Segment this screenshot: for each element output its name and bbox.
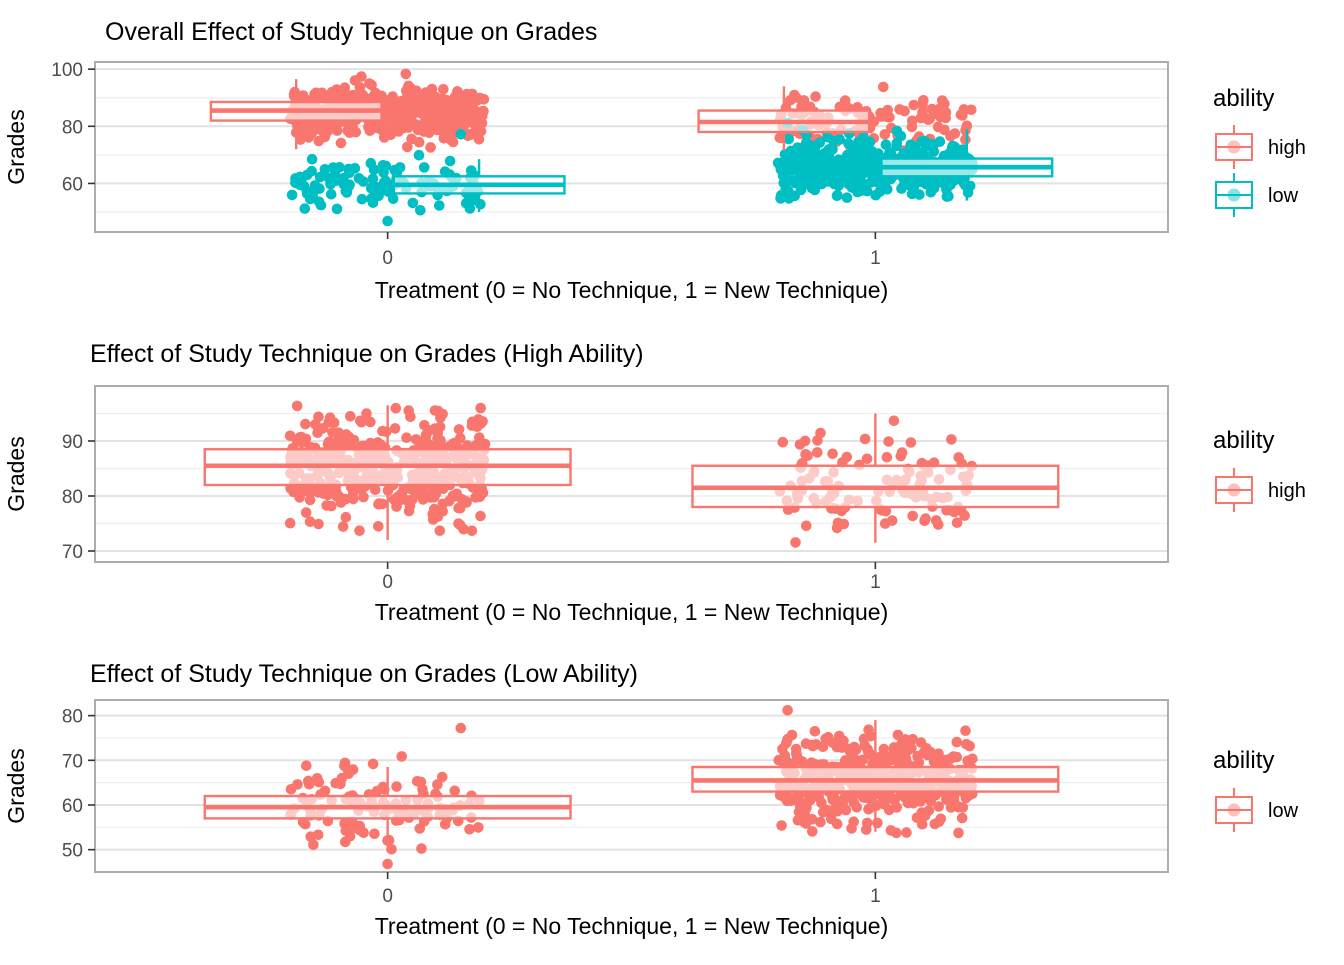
y-tick-label: 50 [62,841,83,862]
panel-2-y-axis-title: Grades [3,436,29,511]
panel-3-legend: ability low [1213,747,1299,832]
x-tick-label: 1 [870,572,881,593]
legend-key-high [1215,468,1253,512]
panel-1-boxplots [209,79,1054,212]
boxplot-high-t0 [203,405,572,540]
panel-1-legend: ability high low [1213,85,1306,217]
y-tick-label: 60 [62,796,83,817]
panel-3-x-axis-title: Treatment (0 = No Technique, 1 = New Tec… [375,913,889,939]
boxplot-low-t1 [880,129,1054,201]
legend-key-high [1215,125,1253,169]
x-tick-label: 0 [382,248,393,269]
legend-key-low [1215,173,1253,217]
panel-2-y-axis: 70 80 90 [62,432,95,563]
panel-1-title: Overall Effect of Study Technique on Gra… [105,18,597,46]
boxplot-high-t0 [209,79,383,150]
y-tick-label: 90 [62,432,83,453]
panel-3-boxplots [203,720,1060,850]
y-tick-label: 60 [62,174,83,195]
legend-label-low: low [1268,800,1299,822]
panel-3-y-axis-title: Grades [3,748,29,823]
legend-label-high: high [1268,480,1306,502]
y-tick-label: 70 [62,542,83,563]
boxplot-high-t1 [691,413,1060,543]
y-tick-label: 80 [62,117,83,138]
x-tick-label: 1 [870,248,881,269]
x-tick-label: 1 [870,886,881,907]
y-tick-label: 80 [62,487,83,508]
panel-1-y-axis: 60 80 100 [51,60,95,195]
x-tick-label: 0 [382,572,393,593]
panel-1-border [94,61,1169,233]
boxplot-low-t0 [203,767,572,850]
legend-title: ability [1213,427,1274,454]
x-tick-label: 0 [382,886,393,907]
y-tick-label: 70 [62,751,83,772]
boxplot-low-t0 [392,159,566,212]
legend-label-high: high [1268,137,1306,159]
panel-1-y-axis-title: Grades [3,109,29,184]
panel-2-x-axis-title: Treatment (0 = No Technique, 1 = New Tec… [375,599,889,625]
legend-title: ability [1213,85,1274,112]
boxplot-high-t1 [697,86,871,151]
panel-2-gridlines [95,412,1168,552]
panel-2-border [94,385,1169,563]
y-tick-label: 80 [62,707,83,728]
panel-3-border [94,699,1169,873]
panel-3-title: Effect of Study Technique on Grades (Low… [90,660,638,688]
legend-label-low: low [1268,185,1299,207]
legend-key-low [1215,788,1253,832]
panel-1-gridlines [95,68,1168,213]
panel-2-legend: ability high [1213,427,1306,512]
panel-1-jitter-points [285,68,978,227]
boxplot-low-t1 [691,720,1060,832]
panel-3-y-axis: 50 60 70 80 [62,707,95,862]
panel-2-boxplots [203,405,1060,543]
y-tick-label: 100 [51,60,83,81]
legend-title: ability [1213,747,1274,774]
panel-2-title: Effect of Study Technique on Grades (Hig… [90,340,644,368]
panel-1-x-axis-title: Treatment (0 = No Technique, 1 = New Tec… [375,277,889,303]
